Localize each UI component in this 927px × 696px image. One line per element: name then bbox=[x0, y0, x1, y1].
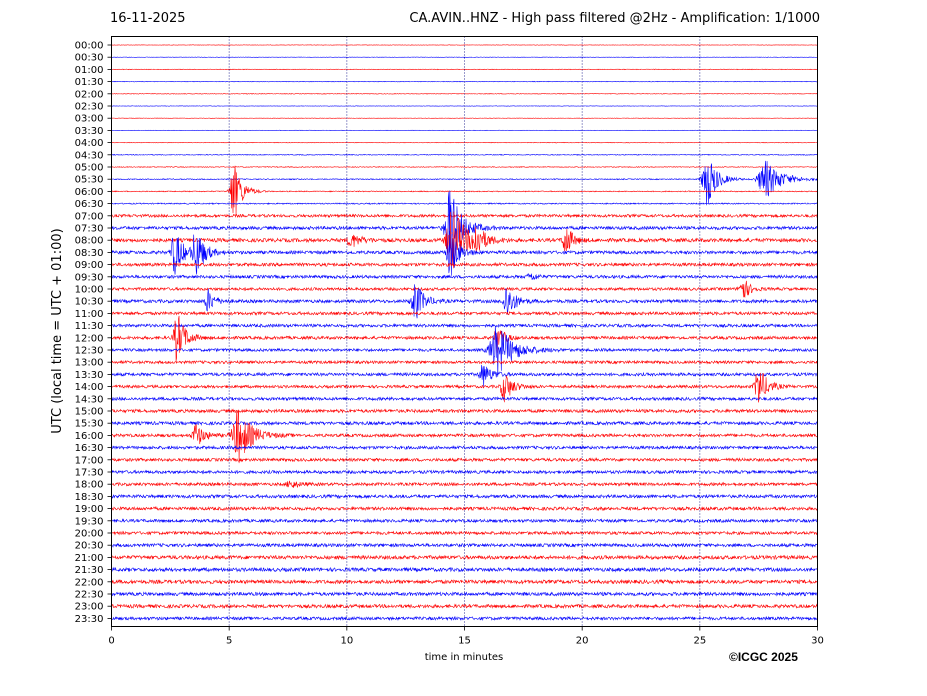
chart-title: CA.AVIN..HNZ - High pass filtered @2Hz -… bbox=[409, 11, 820, 26]
y-tick-label: 02:00 bbox=[75, 89, 104, 100]
y-tick-label: 04:30 bbox=[75, 150, 104, 161]
y-tick-label: 05:00 bbox=[75, 163, 104, 174]
y-tick-label: 10:00 bbox=[75, 285, 104, 296]
trace-line bbox=[111, 153, 818, 156]
y-tick-label: 16:30 bbox=[75, 443, 104, 454]
y-tick-label: 22:00 bbox=[75, 577, 104, 588]
y-tick-label: 03:00 bbox=[75, 114, 104, 125]
trace-line bbox=[111, 410, 818, 464]
x-tick-label: 20 bbox=[576, 636, 589, 647]
trace-line bbox=[111, 420, 818, 426]
x-tick-label: 0 bbox=[108, 636, 114, 647]
x-tick-label: 30 bbox=[811, 636, 824, 647]
y-tick-label: 10:30 bbox=[75, 297, 104, 308]
y-tick-label: 09:00 bbox=[75, 260, 104, 271]
y-tick-label: 18:00 bbox=[75, 480, 104, 491]
y-tick-label: 06:00 bbox=[75, 187, 104, 198]
trace-line bbox=[111, 359, 818, 365]
y-tick-label: 19:30 bbox=[75, 516, 104, 527]
trace-line bbox=[111, 202, 818, 205]
y-tick-label: 22:30 bbox=[75, 590, 104, 601]
y-tick-label: 03:30 bbox=[75, 126, 104, 137]
y-tick-label: 13:30 bbox=[75, 370, 104, 381]
y-tick-label: 23:00 bbox=[75, 602, 104, 613]
y-tick-label: 02:30 bbox=[75, 102, 104, 113]
y-axis-label: UTC (local time = UTC + 01:00) bbox=[50, 228, 65, 433]
y-tick-label: 15:30 bbox=[75, 419, 104, 430]
trace-line bbox=[111, 365, 818, 387]
trace-line bbox=[111, 165, 818, 216]
x-tick-label: 5 bbox=[226, 636, 232, 647]
trace-line bbox=[111, 261, 818, 268]
y-tick-label: 07:00 bbox=[75, 211, 104, 222]
x-tick-label: 10 bbox=[340, 636, 353, 647]
trace-line bbox=[111, 554, 818, 561]
y-tick-label: 15:00 bbox=[75, 407, 104, 418]
x-tick-label: 15 bbox=[458, 636, 471, 647]
grid-lines bbox=[228, 36, 701, 627]
y-tick-label: 18:30 bbox=[75, 492, 104, 503]
x-ticks: 0 5 10 15 20 25 30 bbox=[108, 626, 824, 647]
y-tick-label: 16:00 bbox=[75, 431, 104, 442]
y-tick-label: 21:30 bbox=[75, 565, 104, 576]
y-tick-label: 04:00 bbox=[75, 138, 104, 149]
y-tick-label: 09:30 bbox=[75, 272, 104, 283]
y-tick-label: 19:00 bbox=[75, 504, 104, 515]
x-axis-label: time in minutes bbox=[425, 652, 504, 663]
y-tick-label: 08:00 bbox=[75, 236, 104, 247]
y-tick-label: 11:00 bbox=[75, 309, 104, 320]
chart-date: 16-11-2025 bbox=[110, 11, 186, 26]
y-tick-label: 12:30 bbox=[75, 346, 104, 357]
y-tick-label: 14:00 bbox=[75, 382, 104, 393]
trace-line bbox=[111, 505, 818, 512]
y-tick-label: 08:30 bbox=[75, 248, 104, 259]
y-tick-label: 17:00 bbox=[75, 455, 104, 466]
y-tick-label: 06:30 bbox=[75, 199, 104, 210]
y-tick-label: 11:30 bbox=[75, 321, 104, 332]
y-tick-label: 17:30 bbox=[75, 468, 104, 479]
y-tick-label: 12:00 bbox=[75, 333, 104, 344]
y-tick-label: 05:30 bbox=[75, 175, 104, 186]
y-tick-label: 13:00 bbox=[75, 358, 104, 369]
trace-line bbox=[111, 408, 818, 414]
y-tick-label: 00:30 bbox=[75, 53, 104, 64]
trace-line bbox=[111, 591, 818, 597]
y-tick-label: 20:00 bbox=[75, 529, 104, 540]
y-tick-label: 01:00 bbox=[75, 65, 104, 76]
trace-line bbox=[111, 315, 818, 362]
x-tick-label: 25 bbox=[693, 636, 706, 647]
copyright-label: ©ICGC 2025 bbox=[729, 650, 798, 664]
y-tick-label: 14:30 bbox=[75, 394, 104, 405]
y-tick-label: 07:30 bbox=[75, 224, 104, 235]
trace-line bbox=[111, 211, 818, 269]
y-tick-label: 23:30 bbox=[75, 614, 104, 625]
y-tick-label: 20:30 bbox=[75, 541, 104, 552]
trace-group bbox=[111, 44, 818, 622]
y-tick-label: 01:30 bbox=[75, 77, 104, 88]
y-tick-label: 21:00 bbox=[75, 553, 104, 564]
trace-line bbox=[111, 166, 818, 168]
y-tick-label: 00:00 bbox=[75, 41, 104, 52]
trace-line bbox=[111, 518, 818, 524]
